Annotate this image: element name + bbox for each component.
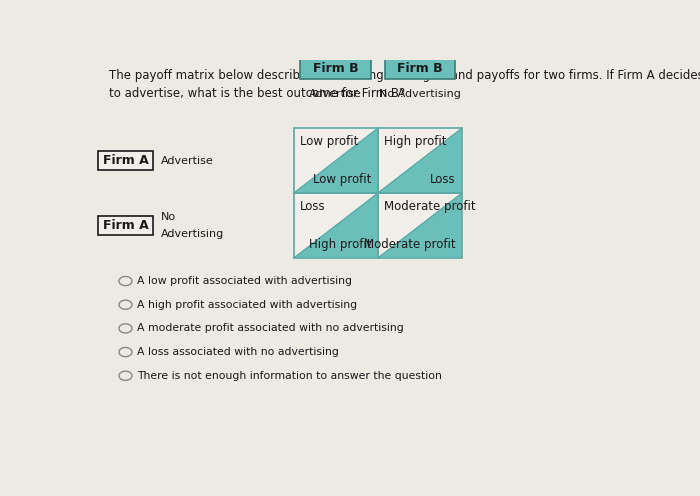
Text: Firm A: Firm A — [103, 154, 148, 167]
Text: A loss associated with no advertising: A loss associated with no advertising — [137, 347, 340, 357]
Text: A moderate profit associated with no advertising: A moderate profit associated with no adv… — [137, 323, 404, 333]
FancyBboxPatch shape — [98, 151, 153, 170]
Text: Firm B: Firm B — [397, 62, 442, 74]
Text: No Advertising: No Advertising — [379, 89, 461, 99]
Polygon shape — [294, 128, 378, 193]
Polygon shape — [294, 193, 378, 258]
Polygon shape — [294, 193, 378, 258]
Text: High profit: High profit — [384, 135, 447, 148]
Polygon shape — [378, 193, 462, 258]
Polygon shape — [378, 128, 462, 193]
Text: The payoff matrix below describes advertising strategies and payoffs for two fir: The payoff matrix below describes advert… — [109, 69, 700, 100]
Polygon shape — [294, 128, 378, 193]
Text: Advertise: Advertise — [161, 156, 214, 166]
Polygon shape — [378, 128, 462, 193]
Text: Loss: Loss — [430, 173, 455, 186]
Text: Loss: Loss — [300, 200, 326, 213]
FancyBboxPatch shape — [384, 58, 455, 78]
Text: There is not enough information to answer the question: There is not enough information to answe… — [137, 371, 442, 381]
Text: Firm A: Firm A — [103, 219, 148, 232]
Text: Moderate profit: Moderate profit — [364, 238, 455, 251]
Text: No: No — [161, 212, 176, 222]
Text: High profit: High profit — [309, 238, 371, 251]
Text: Advertising: Advertising — [161, 229, 224, 239]
Text: A high profit associated with advertising: A high profit associated with advertisin… — [137, 300, 358, 310]
Text: Low profit: Low profit — [313, 173, 371, 186]
Text: Low profit: Low profit — [300, 135, 358, 148]
FancyBboxPatch shape — [300, 58, 371, 78]
Text: A low profit associated with advertising: A low profit associated with advertising — [137, 276, 352, 286]
Polygon shape — [378, 193, 462, 258]
FancyBboxPatch shape — [98, 216, 153, 235]
Text: Firm B: Firm B — [313, 62, 358, 74]
Text: Advertise: Advertise — [309, 89, 362, 99]
Text: Moderate profit: Moderate profit — [384, 200, 476, 213]
